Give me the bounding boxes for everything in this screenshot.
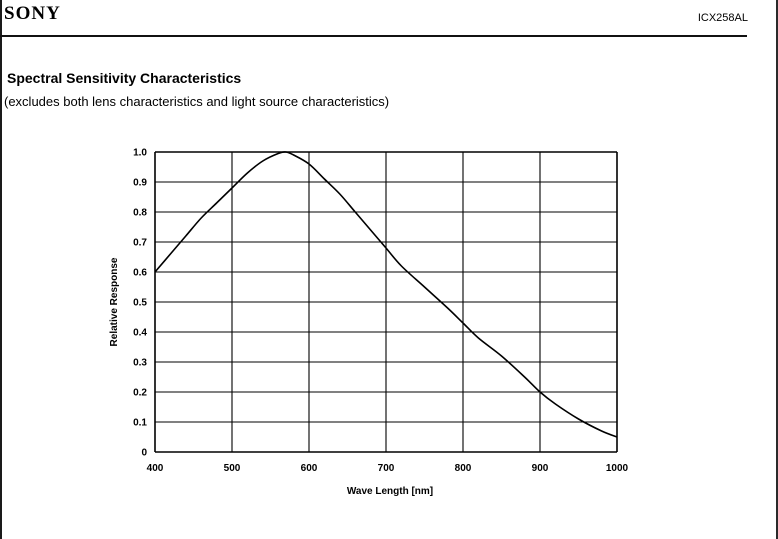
- y-tick-label: 0: [141, 448, 147, 459]
- x-tick-label: 500: [224, 463, 241, 474]
- chart-curve-layer: [154, 151, 618, 438]
- page-right-border: [776, 0, 778, 539]
- page-left-border: [0, 0, 2, 539]
- x-axis-title: Wave Length [nm]: [347, 486, 433, 497]
- y-tick-label: 0.7: [133, 238, 147, 249]
- y-tick-label: 0.1: [133, 418, 147, 429]
- x-tick-label: 900: [532, 463, 549, 474]
- chart-grid: [154, 151, 618, 453]
- y-tick-label: 0.3: [133, 358, 147, 369]
- y-tick-label: 0.5: [133, 298, 147, 309]
- y-tick-label: 0.6: [133, 268, 147, 279]
- y-tick-label: 1.0: [133, 148, 147, 159]
- y-tick-label: 0.2: [133, 388, 147, 399]
- section-title: Spectral Sensitivity Characteristics: [7, 70, 242, 86]
- brand-logo: SONY: [4, 3, 61, 24]
- x-tick-label: 400: [147, 463, 164, 474]
- x-tick-label: 800: [455, 463, 472, 474]
- x-tick-label: 1000: [606, 463, 629, 474]
- header-divider: [0, 35, 747, 37]
- y-tick-label: 0.9: [133, 178, 147, 189]
- x-tick-label: 700: [378, 463, 395, 474]
- x-tick-label: 600: [301, 463, 318, 474]
- y-axis-title: Relative Response: [109, 257, 120, 346]
- y-tick-label: 0.4: [133, 328, 147, 339]
- relative-response-curve: [154, 151, 618, 438]
- y-tick-label: 0.8: [133, 208, 147, 219]
- model-number: ICX258AL: [697, 12, 748, 24]
- section-subtitle: (excludes both lens characteristics and …: [4, 94, 390, 109]
- chart-tick-labels: 0 0.1 0.2 0.3 0.4 0.5 0.6 0.7 0.8 0.9 1.0 400 500 600…: [133, 148, 628, 475]
